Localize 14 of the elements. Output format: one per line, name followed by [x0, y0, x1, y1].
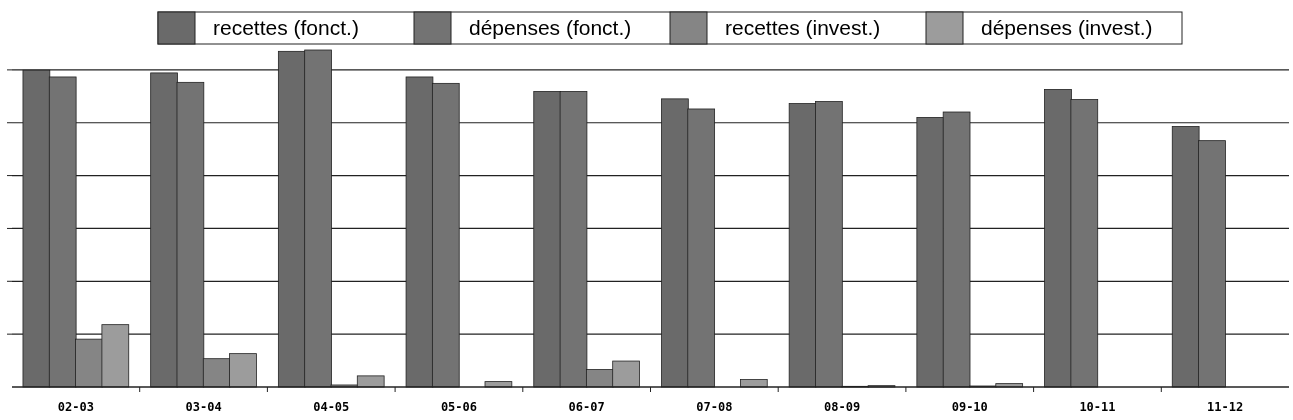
x-tick-label: 03-04 — [185, 400, 222, 414]
x-tick-label: 02-03 — [57, 400, 94, 414]
x-tick-label: 07-08 — [696, 400, 733, 414]
legend-label: dépenses (fonct.) — [469, 16, 632, 39]
x-tick-label: 08-09 — [823, 400, 861, 414]
x-tick-label: 09-10 — [951, 400, 988, 414]
x-tick-label: 06-07 — [568, 400, 605, 414]
x-tick-label: 04-05 — [313, 400, 350, 414]
x-tick-label: 10-11 — [1079, 400, 1116, 414]
x-tick-label: 05-06 — [440, 400, 478, 414]
legend-label: recettes (invest.) — [725, 16, 881, 39]
x-tick-label: 11-12 — [1207, 400, 1244, 414]
legend-label: dépenses (invest.) — [981, 16, 1153, 39]
legend-label: recettes (fonct.) — [213, 16, 359, 39]
